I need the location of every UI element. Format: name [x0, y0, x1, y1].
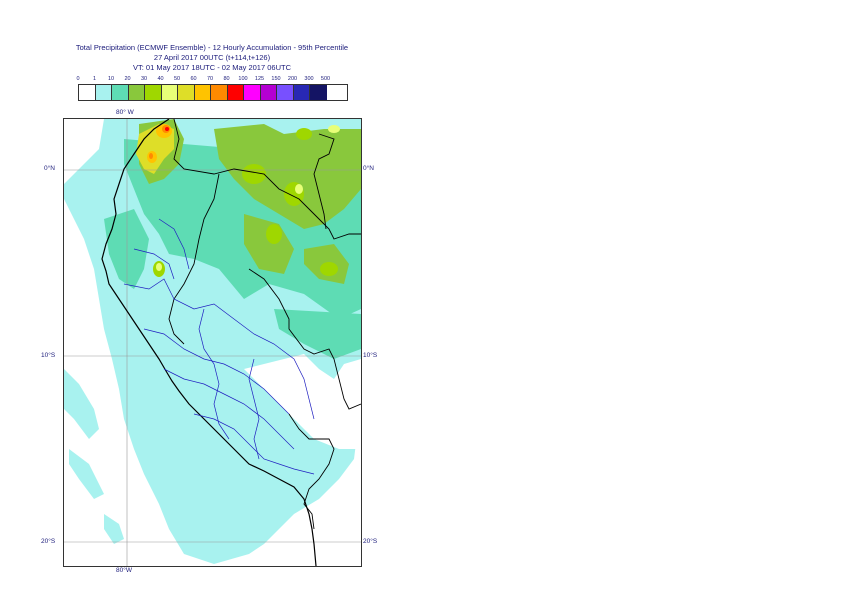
map-title-block: Total Precipitation (ECMWF Ensemble) - 1… — [12, 43, 412, 73]
precip-cell-80-100 — [165, 127, 169, 131]
precip-band-10-20 — [274, 309, 361, 359]
precip-patch-1-10 — [69, 449, 104, 499]
precip-band-20-30 — [214, 124, 361, 229]
base-time: 27 April 2017 00UTC (t+114,t+126) — [153, 53, 271, 62]
precip-band-20-30 — [244, 214, 294, 274]
legend-label: 100 — [238, 76, 248, 82]
regional-border — [163, 368, 295, 450]
legend-swatch — [211, 85, 228, 100]
lat-label-right-0: 0°N — [363, 165, 374, 172]
country-border — [248, 268, 361, 410]
map-title: Total Precipitation (ECMWF Ensemble) - 1… — [75, 43, 349, 52]
legend-swatch — [112, 85, 129, 100]
lat-label-right-10: 10°S — [363, 352, 378, 359]
precip-cell-30-40 — [296, 128, 312, 140]
lon-label-bottom: 80°W — [116, 567, 132, 574]
legend-swatch — [79, 85, 96, 100]
legend-label: 20 — [124, 76, 131, 82]
precip-cell-30-40 — [266, 224, 282, 244]
lat-label-right-20: 20°S — [363, 538, 378, 545]
legend-label: 150 — [271, 76, 281, 82]
legend-label: 30 — [140, 76, 148, 82]
legend-label: 50 — [173, 76, 181, 82]
precip-cell-40-50 — [156, 263, 162, 271]
legend-swatch — [227, 85, 244, 100]
legend-label: 70 — [206, 76, 214, 82]
country-border — [288, 413, 335, 530]
precip-cell-40-50 — [295, 184, 303, 194]
legend-label: 1 — [92, 76, 97, 82]
legend-labels: 0 1 10 20 30 40 50 60 70 80 100 125 150 … — [76, 76, 348, 84]
lat-label-left-0: 0°N — [44, 165, 55, 172]
precip-cell-40-50 — [328, 125, 340, 133]
legend-label: 10 — [107, 76, 115, 82]
legend-label: 300 — [304, 76, 314, 82]
precip-patch-1-10 — [104, 514, 124, 544]
legend-swatch — [293, 85, 310, 100]
legend-label: 80 — [223, 76, 230, 82]
precip-cell-30-40 — [320, 262, 338, 276]
precip-cell-30-40 — [242, 164, 266, 184]
legend-swatch — [161, 85, 178, 100]
regional-border — [193, 413, 315, 475]
country-border — [168, 173, 220, 345]
regional-border — [248, 358, 260, 460]
legend-swatch — [194, 85, 211, 100]
legend-swatch — [310, 85, 327, 100]
precipitation-map — [63, 118, 362, 567]
lon-label-top: 80° W — [116, 109, 134, 116]
regional-border — [143, 328, 290, 415]
legend-label: 125 — [254, 76, 265, 82]
precip-patch-1-10 — [64, 369, 99, 439]
valid-time: VT: 01 May 2017 18UTC - 02 May 2017 06UT… — [133, 63, 291, 72]
legend-label: 200 — [287, 76, 298, 82]
legend-label: 500 — [320, 76, 331, 82]
no-precip-area — [64, 119, 104, 184]
regional-border — [123, 278, 315, 420]
legend-swatch — [178, 85, 195, 100]
regional-border — [133, 248, 175, 280]
legend-label: 0 — [76, 76, 80, 82]
coastline — [101, 119, 317, 566]
legend-swatch — [95, 85, 112, 100]
legend-swatch — [277, 85, 294, 100]
regional-border — [158, 218, 190, 270]
precip-cell-70-80 — [149, 153, 153, 159]
legend-swatch — [260, 85, 277, 100]
legend-swatch — [145, 85, 162, 100]
lat-label-left-10: 10°S — [41, 352, 56, 359]
country-border — [313, 133, 335, 230]
legend-label: 60 — [190, 76, 197, 82]
map-svg — [64, 119, 361, 566]
lat-label-left-20: 20°S — [41, 538, 56, 545]
legend-color-bar — [78, 84, 348, 101]
precip-band-10-20 — [104, 209, 149, 289]
no-precip-area — [244, 354, 361, 449]
regional-border — [198, 308, 230, 440]
country-border — [173, 119, 361, 240]
legend-swatch — [244, 85, 261, 100]
color-legend: 0 1 10 20 30 40 50 60 70 80 100 125 150 … — [76, 76, 348, 101]
legend-label: 40 — [157, 76, 164, 82]
legend-swatch — [128, 85, 145, 100]
